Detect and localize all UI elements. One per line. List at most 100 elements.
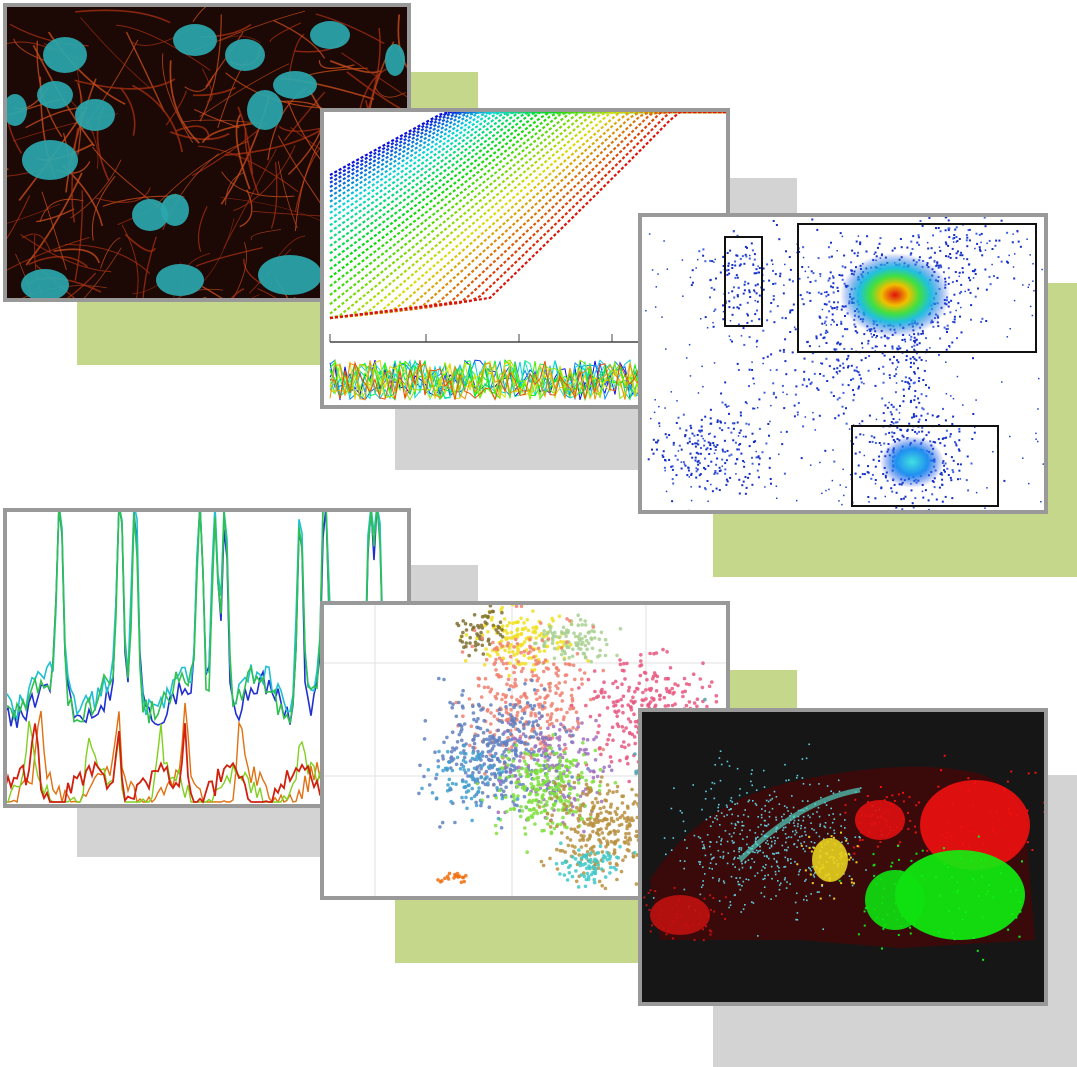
event-dot [737, 422, 739, 424]
cell-dot [538, 634, 542, 638]
event-dot [703, 445, 705, 447]
cell-dot [584, 844, 588, 848]
cell-dot [585, 783, 589, 787]
cell-dot [477, 626, 481, 630]
signal-speck [649, 909, 651, 911]
event-dot [1038, 378, 1040, 380]
event-dot [966, 234, 968, 236]
nucleus [225, 39, 265, 71]
cell-dot [498, 789, 502, 793]
event-dot [891, 404, 893, 406]
event-dot [914, 382, 916, 384]
cell-dot [566, 774, 570, 778]
cell-dot [458, 723, 462, 727]
event-dot [916, 344, 918, 346]
event-dot [914, 373, 916, 375]
event-dot [767, 423, 769, 425]
event-dot [771, 259, 773, 261]
event-dot [809, 292, 811, 294]
cell-dot [553, 631, 557, 635]
cell-dot [598, 654, 602, 658]
collage [0, 0, 1077, 1067]
cyan-signal [783, 866, 785, 868]
cell-dot [455, 763, 459, 767]
cell-dot [554, 671, 558, 675]
cyan-signal [785, 833, 787, 835]
cell-dot [572, 631, 576, 635]
cell-dot [597, 851, 601, 855]
signal-speck [975, 831, 977, 833]
cell-dot [596, 731, 600, 735]
event-dot [825, 295, 827, 297]
cyan-signal [776, 852, 778, 854]
cyan-signal [741, 885, 743, 887]
cell-dot [488, 690, 492, 694]
cyan-signal [712, 821, 714, 823]
cell-dot [535, 698, 539, 702]
cyan-signal [746, 792, 748, 794]
cell-dot [447, 877, 451, 881]
cell-dot [484, 647, 488, 651]
event-dot [981, 318, 983, 320]
signal-speck [699, 913, 701, 915]
cyan-signal [794, 820, 796, 822]
cell-dot [614, 680, 618, 684]
event-dot [968, 229, 970, 231]
cell-dot [481, 644, 485, 648]
signal-speck [661, 909, 663, 911]
event-dot [666, 491, 668, 493]
cell-dot [533, 704, 537, 708]
cell-dot [530, 770, 534, 774]
cell-dot [607, 832, 611, 836]
event-dot [738, 479, 740, 481]
cell-dot [588, 817, 592, 821]
cell-dot [500, 755, 504, 759]
cell-dot [559, 800, 563, 804]
event-dot [906, 430, 908, 432]
cell-dot [592, 769, 596, 773]
cell-dot [558, 635, 562, 639]
event-dot [649, 233, 651, 235]
cell-dot [552, 725, 556, 729]
cell-dot [448, 786, 452, 790]
event-dot [738, 369, 740, 371]
cell-dot [594, 797, 598, 801]
cyan-signal [723, 856, 725, 858]
event-dot [891, 413, 893, 415]
event-dot [1007, 262, 1009, 264]
cyan-signal [847, 843, 849, 845]
cell-dot [616, 838, 620, 842]
flow-panel [618, 201, 1046, 523]
cell-dot [514, 678, 518, 682]
event-dot [818, 257, 820, 259]
cell-dot [609, 755, 613, 759]
nucleus [156, 264, 204, 296]
event-dot [939, 250, 941, 252]
cell-dot [568, 707, 572, 711]
cyan-signal [832, 822, 834, 824]
cyan-signal [784, 764, 786, 766]
cell-dot [572, 758, 576, 762]
signal-speck [877, 846, 879, 848]
event-dot [837, 287, 839, 289]
cyan-signal [712, 782, 714, 784]
cyan-signal [781, 816, 783, 818]
event-dot [990, 283, 992, 285]
cyan-signal [714, 783, 716, 785]
event-dot [839, 274, 841, 276]
cell-dot [560, 784, 564, 788]
event-dot [881, 398, 883, 400]
cell-dot [559, 790, 563, 794]
cyan-signal [751, 858, 753, 860]
event-dot [741, 335, 743, 337]
cell-dot [494, 668, 498, 672]
cell-dot [476, 643, 480, 647]
event-dot [820, 334, 822, 336]
cell-dot [524, 770, 528, 774]
event-dot [792, 351, 794, 353]
event-dot [719, 420, 721, 422]
cyan-signal [761, 892, 763, 894]
cell-dot [547, 637, 551, 641]
event-dot [808, 266, 810, 268]
cyan-signal [751, 773, 753, 775]
